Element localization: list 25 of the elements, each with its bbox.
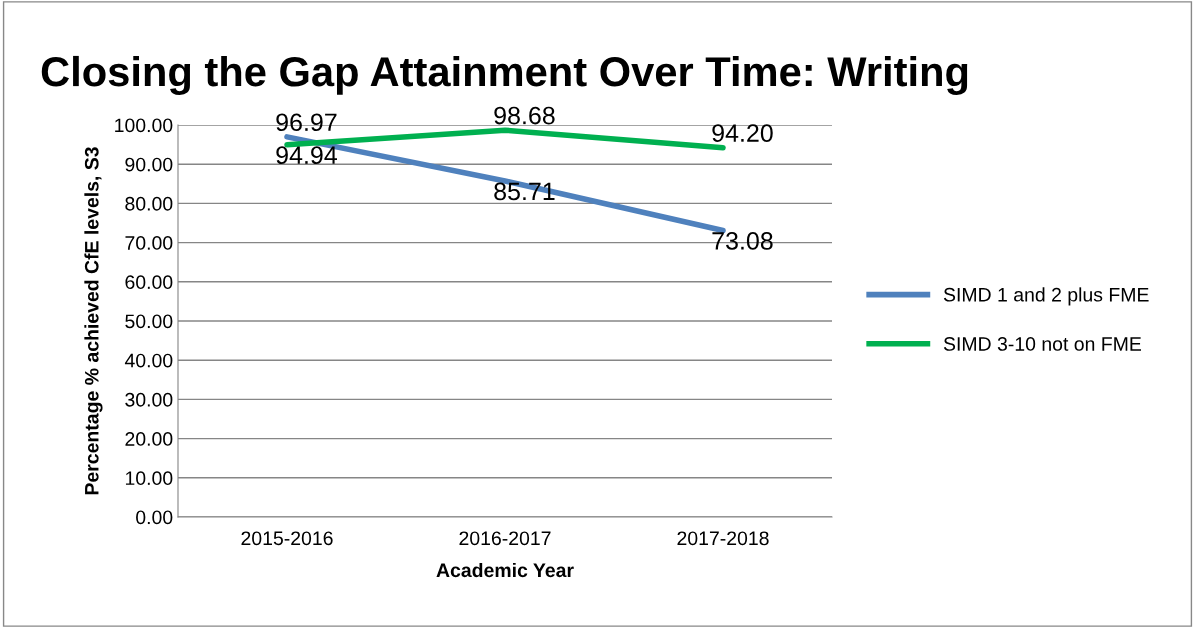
y-tick-label: 90.00 (125, 157, 173, 172)
y-tick-label: 50.00 (125, 314, 173, 329)
x-tick-label: 2017-2018 (677, 531, 769, 546)
data-label: 73.08 (712, 232, 773, 250)
x-tick-label: 2015-2016 (241, 531, 333, 546)
y-tick-label: 60.00 (125, 275, 173, 290)
legend-label: SIMD 3-10 not on FME (943, 337, 1142, 351)
data-label: 85.71 (494, 182, 555, 201)
y-tick-label: 10.00 (125, 471, 173, 486)
data-label: 94.94 (276, 146, 337, 165)
chart-title: Closing the Gap Attainment Over Time: Writing (41, 55, 968, 95)
y-tick-label: 40.00 (124, 353, 173, 368)
y-tick-label: 100.00 (115, 118, 173, 133)
y-tick-label: 70.00 (125, 236, 173, 250)
y-tick-label: 20.00 (125, 432, 173, 446)
y-axis-title: Percentage % achieved CfE levels, S3 (84, 147, 103, 495)
data-label: 98.68 (494, 106, 555, 125)
x-tick-label: 2016-2017 (459, 531, 551, 546)
x-axis-title: Academic Year (436, 562, 574, 578)
data-label: 96.97 (276, 113, 337, 132)
y-tick-label: 0.00 (136, 510, 173, 525)
data-label: 94.20 (712, 124, 773, 142)
y-tick-label: 30.00 (125, 392, 173, 407)
y-tick-label: 80.00 (125, 196, 173, 211)
legend-label: SIMD 1 and 2 plus FME (943, 287, 1149, 306)
